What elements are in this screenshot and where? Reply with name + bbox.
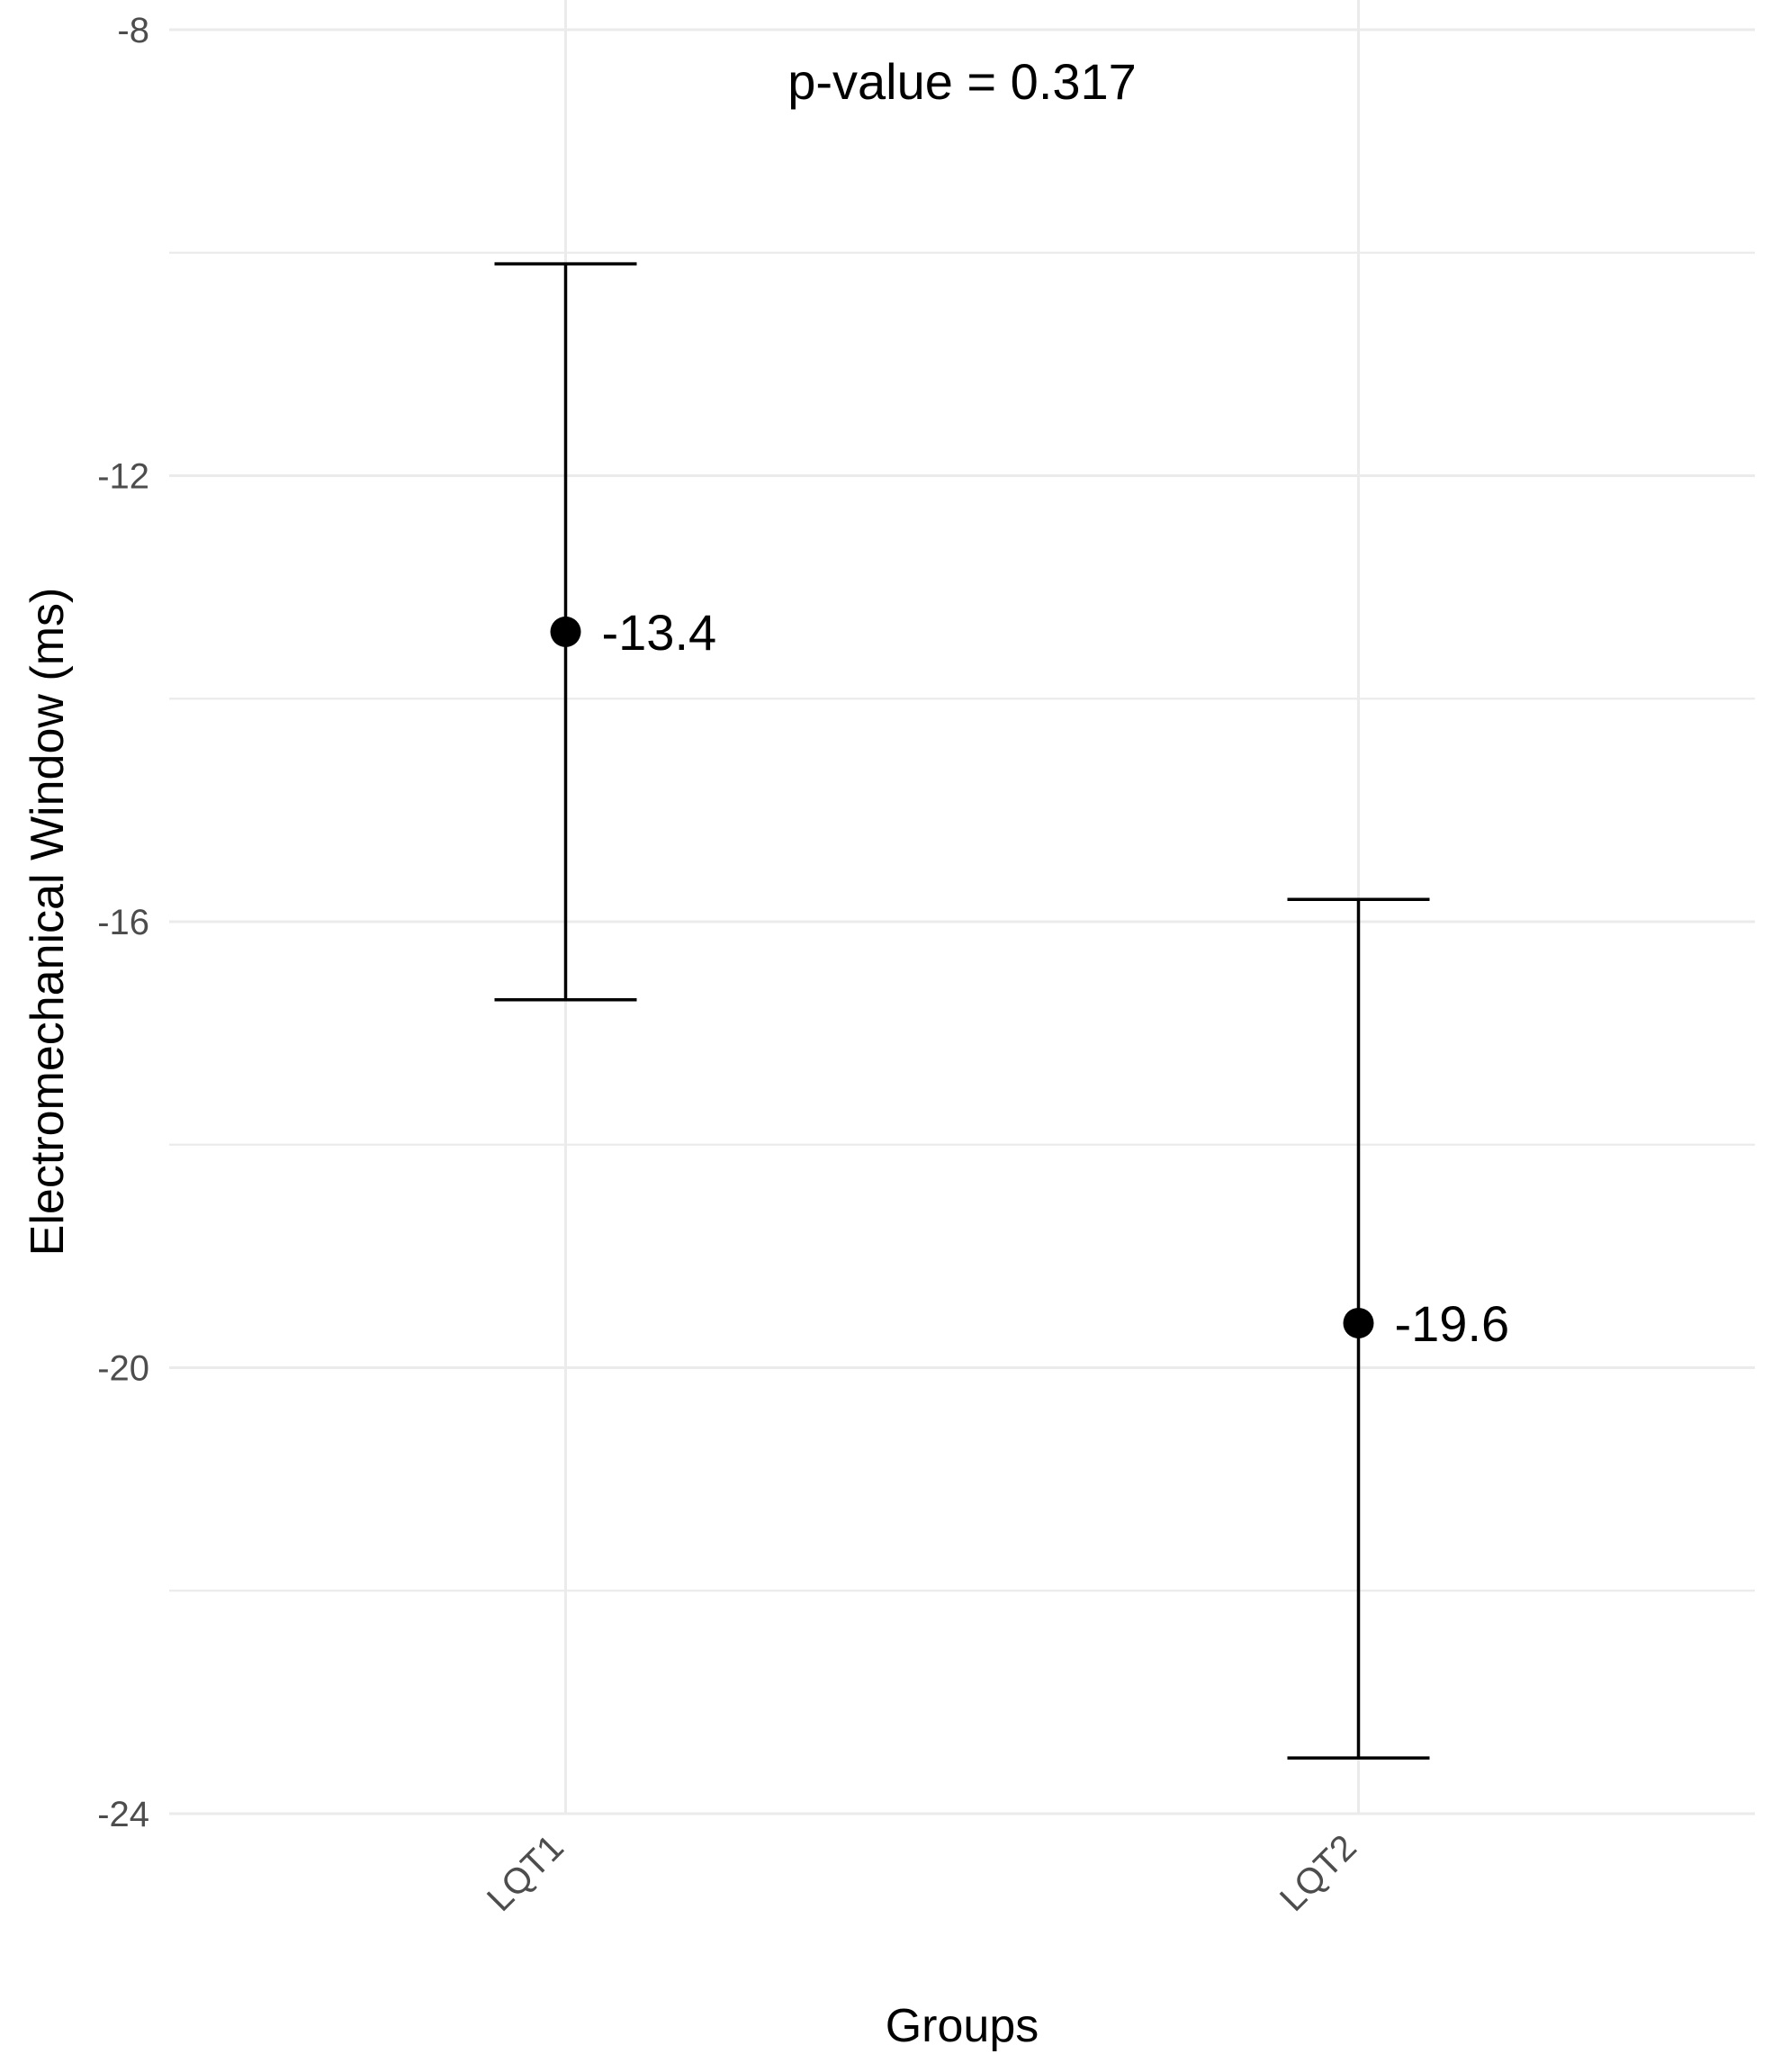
y-tick-label: -20 — [97, 1349, 149, 1389]
x-tick-label: LQT2 — [1273, 1827, 1364, 1919]
y-tick-label: -12 — [97, 457, 149, 497]
mean-point — [550, 616, 581, 647]
y-tick-label: -24 — [97, 1795, 149, 1834]
x-axis-ticks: LQT1 LQT2 — [480, 1827, 1364, 1919]
x-tick-label: LQT1 — [480, 1827, 571, 1919]
mean-point — [1343, 1307, 1374, 1338]
y-axis-ticks: -8 -12 -16 -20 -24 — [97, 11, 149, 1834]
p-value-annotation: p-value = 0.317 — [787, 53, 1137, 110]
data-label: -13.4 — [602, 604, 717, 661]
x-axis-title: Groups — [886, 2000, 1039, 2052]
data-series: -13.4 -19.6 — [494, 262, 1510, 1760]
data-label: -19.6 — [1395, 1295, 1510, 1352]
y-tick-label: -8 — [117, 11, 149, 50]
y-tick-label: -16 — [97, 903, 149, 942]
grid — [169, 0, 1755, 1815]
y-axis-title: Electromechanical Window (ms) — [22, 588, 74, 1257]
